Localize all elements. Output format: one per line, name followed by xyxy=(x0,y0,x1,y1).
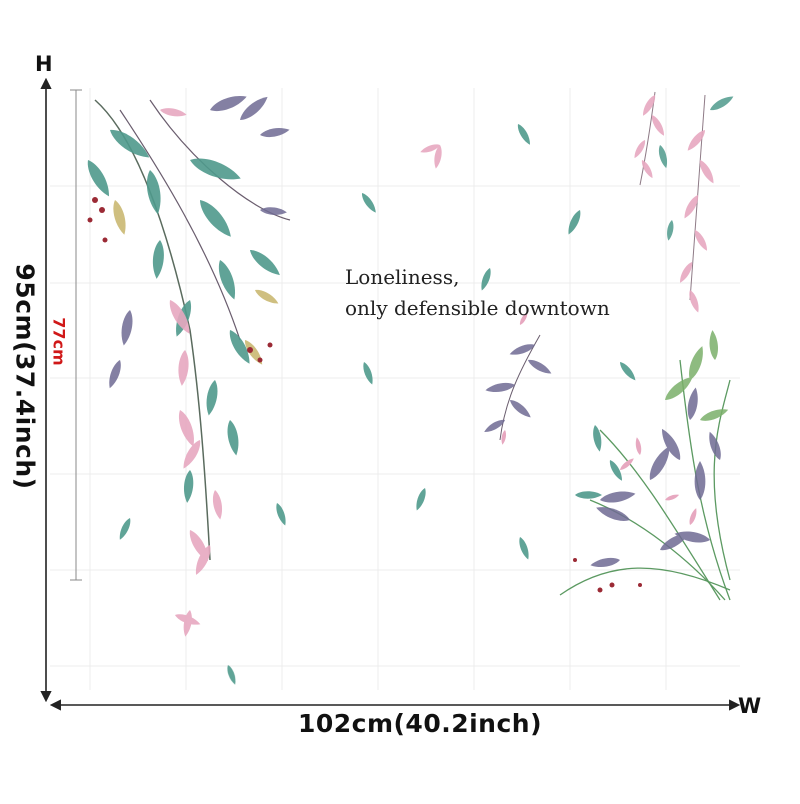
floating-leaves xyxy=(116,122,638,686)
width-dimension-label: 102cm(40.2inch) xyxy=(297,709,543,738)
wall-grid xyxy=(50,88,740,690)
quote-line-1: Loneliness, xyxy=(345,265,460,289)
hanging-foliage-left xyxy=(82,91,291,638)
hanging-vine-right xyxy=(631,91,736,314)
inner-height-marker xyxy=(70,89,82,581)
purple-sprig xyxy=(482,310,554,446)
height-axis-letter: H xyxy=(35,52,53,76)
quote-line-2: only defensible downtown xyxy=(345,296,610,320)
inner-height-label: 77cm xyxy=(49,317,69,366)
width-axis-letter: W xyxy=(738,694,762,718)
wall-quote: Loneliness, only defensible downtown xyxy=(345,262,610,324)
height-dimension-label: 95cm(37.4inch) xyxy=(10,263,40,490)
foliage-bush-right xyxy=(559,329,731,601)
